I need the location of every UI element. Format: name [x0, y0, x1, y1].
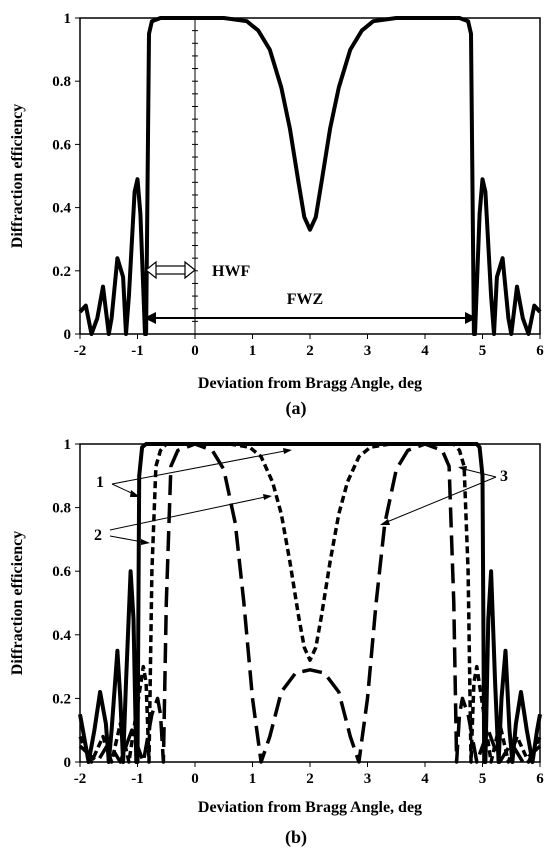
x-tick-label: -2 [74, 343, 87, 359]
y-tick-label: 0.6 [52, 137, 71, 153]
x-tick-label: -1 [131, 343, 144, 359]
label-1-pointer-b-head [283, 448, 292, 454]
hwf-arrow-left-head [145, 260, 157, 280]
series-label-1: 1 [96, 474, 104, 491]
x-tick-label: 6 [536, 771, 544, 787]
y-tick-label: 0 [64, 327, 72, 343]
label-1-annotation: 1 [96, 448, 292, 497]
fwz-annotation: FWZ [144, 291, 477, 324]
x-tick-label: 2 [306, 343, 314, 359]
x-tick-labels-a: -2 -1 0 1 2 3 4 5 6 [74, 334, 544, 359]
x-axis-label-a: Deviation from Bragg Angle, deg [198, 375, 422, 392]
x-tick-label: 2 [306, 771, 314, 787]
label-3-pointer-b-head [380, 519, 390, 525]
zero-axis-minor-ticks-a [192, 30, 198, 322]
y-tick-labels-b: 0 0.2 0.4 0.6 0.8 1 [52, 437, 80, 771]
x-tick-label: 6 [536, 343, 544, 359]
fwz-label: FWZ [287, 291, 323, 308]
label-3-annotation: 3 [380, 466, 508, 525]
label-3-pointer-b [381, 476, 497, 525]
series-line-3 [78, 442, 542, 764]
series-line-2 [78, 442, 542, 764]
y-tick-label: 1 [64, 11, 72, 27]
y-tick-label: 0.2 [52, 264, 71, 280]
x-tick-label: 5 [479, 771, 487, 787]
x-tick-label: -1 [131, 771, 144, 787]
y-tick-labels-a: 0 0.2 0.4 0.6 0.8 1 [52, 11, 80, 343]
panel-label-a: (a) [286, 398, 307, 419]
x-axis-label-b: Deviation from Bragg Angle, deg [198, 799, 422, 816]
x-tick-label: 3 [364, 343, 372, 359]
x-tick-label: 1 [249, 771, 257, 787]
series-a [78, 16, 542, 336]
panel-b-chart: -2 -1 0 1 2 3 4 5 6 00.20.40.60.81 1 2 3 Dev [9, 437, 544, 848]
hwf-arrow-right-head [184, 260, 196, 280]
y-tick-label: 0.2 [52, 691, 71, 707]
x-tick-label: 4 [421, 771, 429, 787]
series-b [78, 442, 542, 764]
label-2-pointer-a-head [141, 539, 150, 545]
label-2-pointer-b [109, 495, 271, 531]
x-tick-label: -2 [74, 771, 87, 787]
label-1-pointer-b [111, 449, 291, 485]
x-tick-label: 0 [191, 343, 199, 359]
x-tick-label: 0 [191, 771, 199, 787]
fwz-arrow-right-head [465, 312, 477, 324]
y-tick-label: 1 [64, 437, 72, 453]
panel-label-b: (b) [285, 827, 307, 848]
series-line-1 [78, 16, 542, 336]
hwf-annotation: HWF [145, 260, 250, 280]
label-3-pointer-a-head [458, 466, 467, 472]
series-label-2: 2 [94, 527, 102, 544]
label-1-pointer-a-head [130, 490, 140, 497]
y-tick-label: 0.4 [52, 201, 71, 217]
y-tick-label: 0.6 [52, 564, 71, 580]
y-tick-label: 0 [64, 755, 72, 771]
y-tick-label: 0.8 [52, 501, 71, 517]
label-2-pointer-b-head [263, 494, 272, 500]
x-tick-label: 4 [421, 343, 429, 359]
label-2-annotation: 2 [94, 494, 272, 545]
x-tick-labels-b: -2 -1 0 1 2 3 4 5 6 [74, 762, 544, 787]
series-label-3: 3 [500, 468, 508, 485]
y-tick-label: 0.4 [52, 628, 71, 644]
panel-a-chart: -2 -1 0 1 2 3 4 5 6 0 0.2 0.4 0.6 0.8 1 HWF FWZ Devia… [9, 11, 544, 419]
hwf-label: HWF [212, 263, 250, 280]
series-line-1 [78, 442, 542, 764]
y-tick-label: 0.8 [52, 74, 71, 90]
x-tick-label: 5 [479, 343, 487, 359]
y-axis-label-b: Diffraction efficiency [9, 531, 26, 675]
hwf-arrow-bar [153, 265, 187, 275]
x-tick-label: 1 [249, 343, 257, 359]
x-tick-label: 3 [364, 771, 372, 787]
fwz-arrow-left-head [144, 312, 156, 324]
y-axis-label-a: Diffraction efficiency [9, 104, 26, 248]
